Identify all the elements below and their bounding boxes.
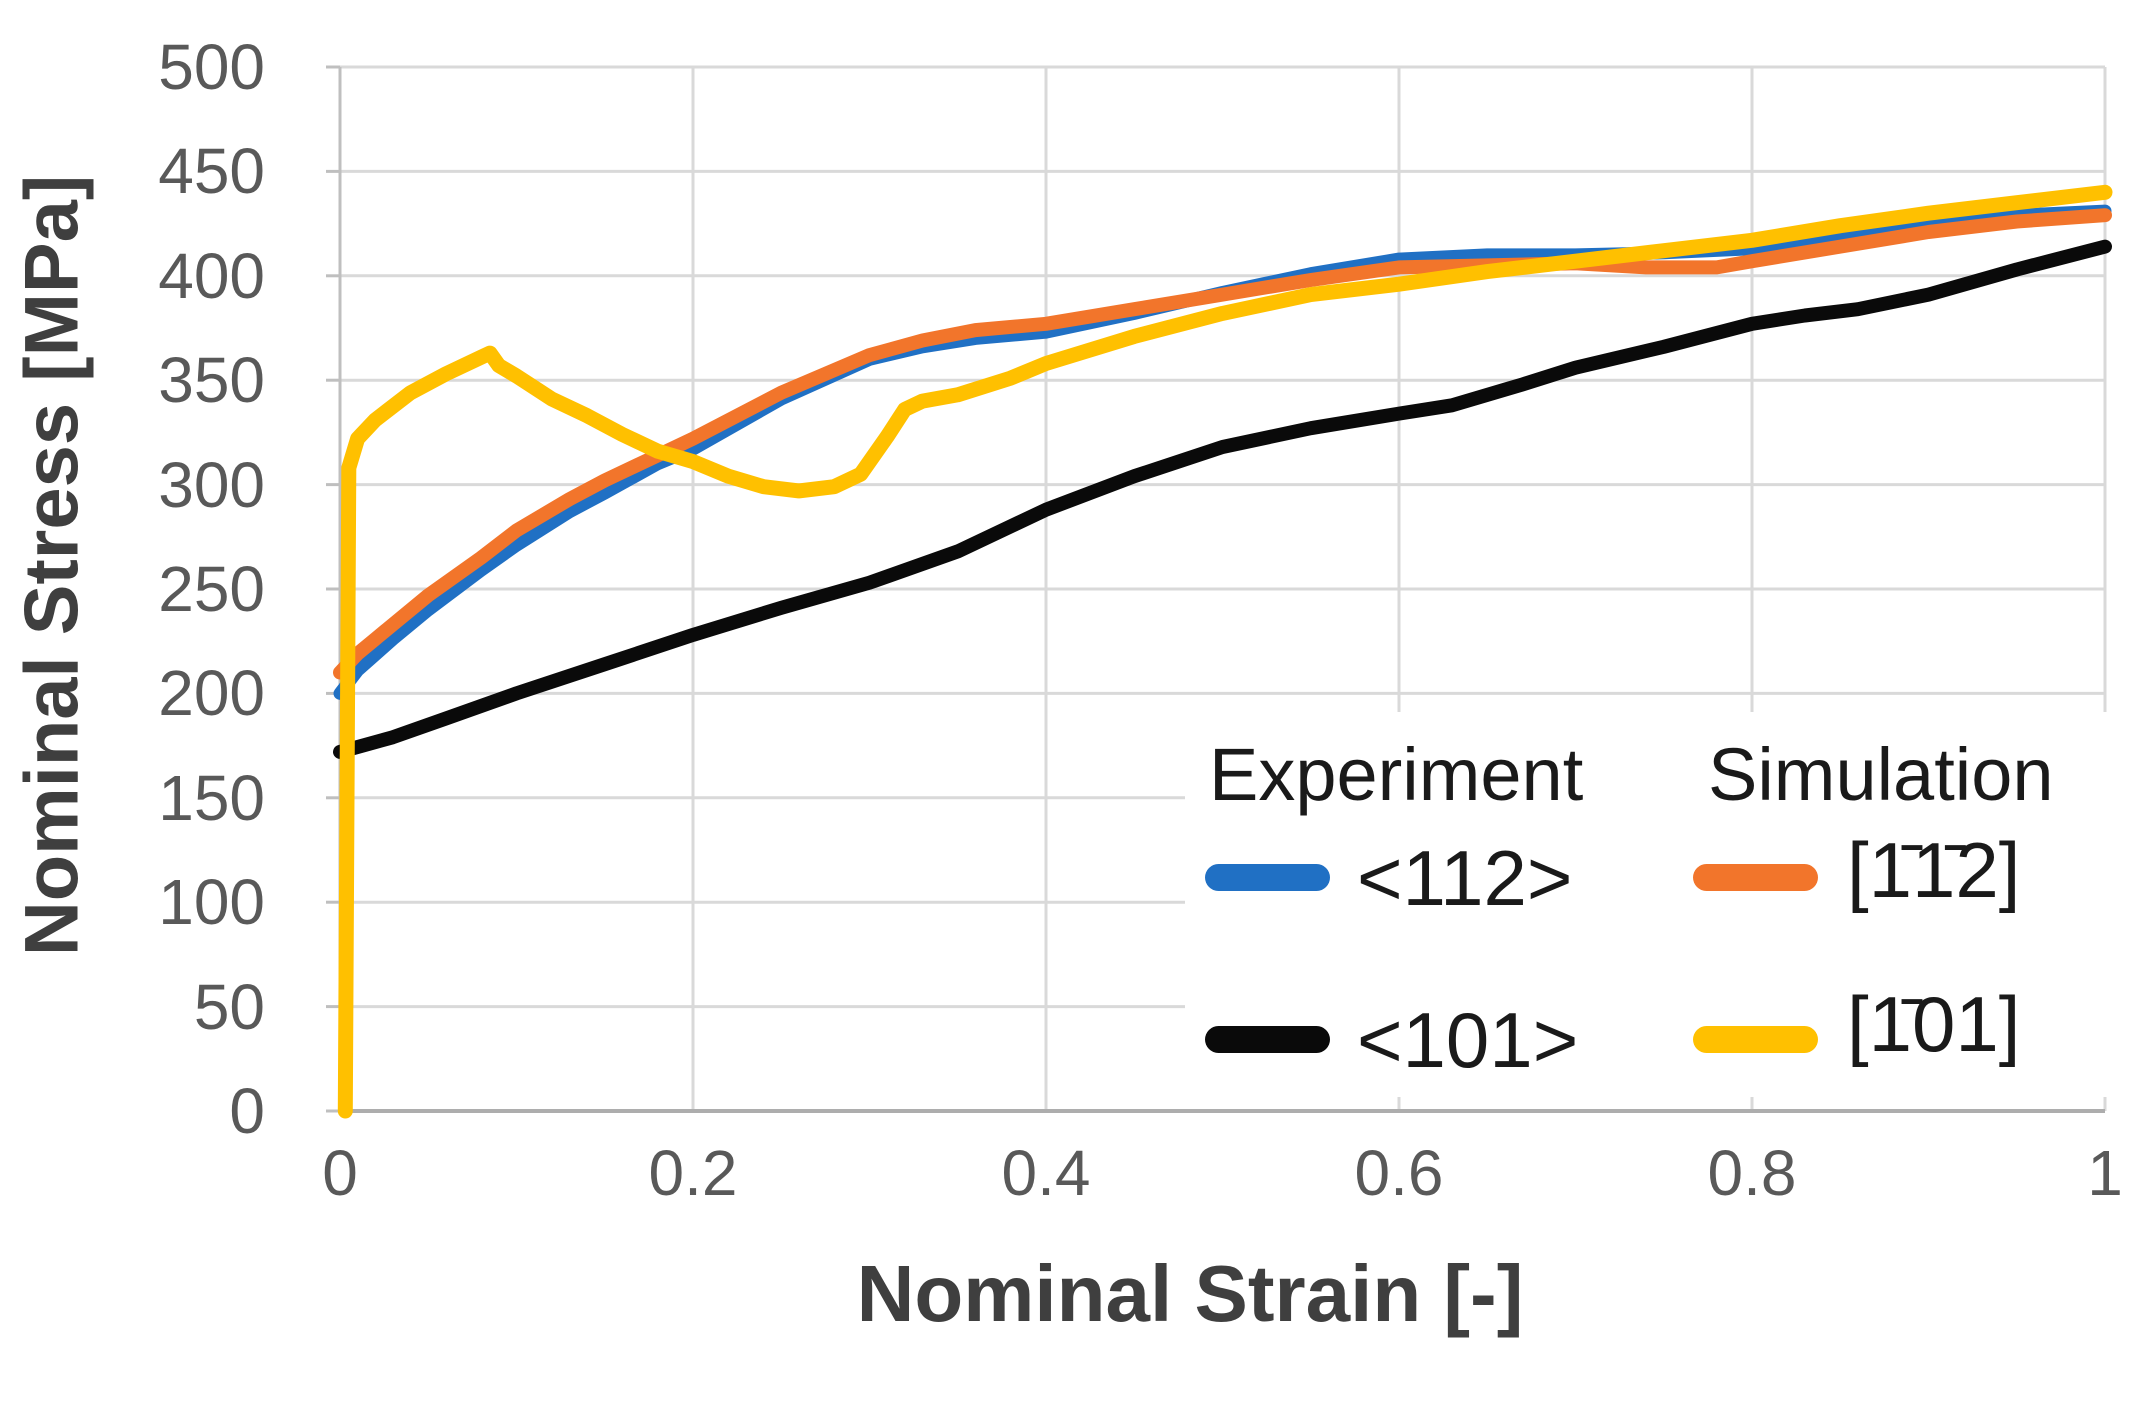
x-tick-label: 1 [2087,1137,2123,1209]
y-tick-label: 500 [158,31,265,103]
legend-swatch-experiment-112 [1205,864,1330,891]
y-tick-label: 200 [158,657,265,730]
legend-swatch-simulation-112 [1693,864,1818,891]
series-exp-101 [333,239,2112,759]
x-tick-label: 0.8 [1707,1137,1797,1209]
y-tick-label: 450 [158,135,265,208]
x-axis-title: Nominal Strain [-] [856,1249,1524,1338]
x-tick-label: 0.6 [1354,1137,1444,1209]
x-tick-label: 0.4 [1001,1137,1091,1209]
y-tick-label: 0 [229,1075,265,1147]
legend-header-simulation: Simulation [1708,733,2054,816]
y-tick-label: 100 [158,866,265,939]
y-tick-label: 250 [158,553,265,625]
series-sim-112 [333,208,2112,680]
series-sim-101 [337,184,2113,1119]
x-tick-label: 0 [322,1137,358,1209]
y-tick-label: 300 [158,448,265,521]
y-axis-title: Nominal Stress [MPa] [9,174,95,957]
legend-swatch-simulation-101 [1693,1026,1818,1053]
legend-swatch-experiment-101 [1205,1026,1330,1053]
legend-label-experiment-112: <112> [1357,834,1573,922]
legend-label-simulation-112: [1̄1̄2] [1847,826,2021,914]
y-tick-label: 150 [158,761,265,834]
y-tick-label: 50 [193,970,265,1043]
legend-label-simulation-101: [1̄01] [1847,980,2021,1068]
x-tick-label: 0.2 [648,1137,738,1209]
legend: Experiment Simulation <112> [1̄1̄2] <101… [1185,712,2145,1097]
legend-header-experiment: Experiment [1209,733,1584,816]
y-tick-label: 350 [158,344,265,417]
y-tick-label: 400 [158,239,265,312]
legend-label-experiment-101: <101> [1357,996,1579,1084]
